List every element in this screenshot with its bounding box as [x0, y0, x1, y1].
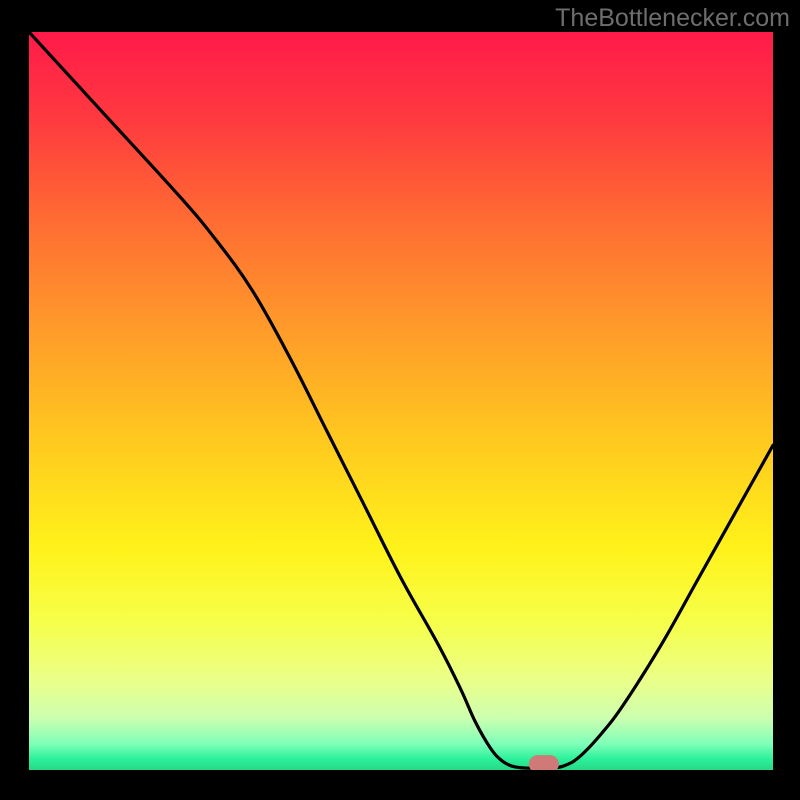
chart-svg [29, 32, 773, 770]
chart-plot-area [29, 32, 773, 770]
watermark-text: TheBottlenecker.com [555, 4, 790, 33]
valley-marker [529, 755, 559, 770]
gradient-background [29, 32, 773, 770]
